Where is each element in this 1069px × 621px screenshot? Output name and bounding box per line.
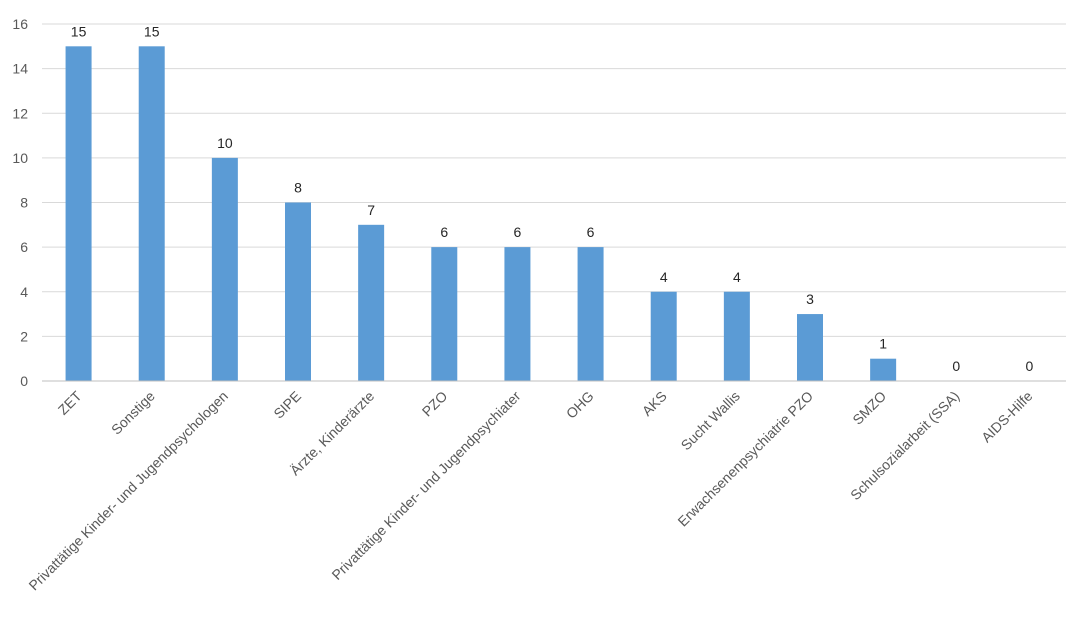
x-category-label: SIPE xyxy=(270,388,304,422)
x-category-label: Sonstige xyxy=(108,388,158,438)
gridlines xyxy=(42,23,1066,337)
x-category-label: Sucht Wallis xyxy=(678,388,743,453)
x-category-label: AKS xyxy=(639,388,670,419)
data-label: 3 xyxy=(806,291,814,307)
data-label: 0 xyxy=(1026,358,1034,374)
y-tick-label: 6 xyxy=(20,239,28,255)
bar xyxy=(138,46,165,381)
y-tick-label: 16 xyxy=(12,16,28,32)
y-tick-label: 2 xyxy=(20,328,28,344)
x-category-label: ZET xyxy=(55,387,85,417)
data-label: 4 xyxy=(733,269,741,285)
bar xyxy=(431,247,458,381)
bar xyxy=(650,291,677,381)
data-label: 7 xyxy=(367,202,375,218)
x-category-label: PZO xyxy=(419,388,451,420)
bar xyxy=(285,202,311,381)
data-label: 6 xyxy=(587,224,595,240)
y-tick-label: 10 xyxy=(12,150,28,166)
y-tick-label: 8 xyxy=(20,195,28,211)
data-label: 4 xyxy=(660,269,668,285)
bar xyxy=(577,247,604,381)
data-label: 1 xyxy=(879,336,887,352)
bar xyxy=(723,291,750,381)
y-axis-ticks: 0 2 4 6 8 10 12 14 16 xyxy=(12,16,28,389)
data-label: 15 xyxy=(144,23,160,39)
y-tick-label: 14 xyxy=(12,61,28,77)
y-tick-label: 4 xyxy=(20,284,28,300)
data-label: 8 xyxy=(294,180,302,196)
bar xyxy=(65,46,92,381)
y-tick-label: 0 xyxy=(20,373,28,389)
x-category-label: Erwachsenenpsychiatrie PZO xyxy=(674,388,816,530)
x-category-label: SMZO xyxy=(849,388,889,428)
data-label: 6 xyxy=(440,224,448,240)
x-category-label: AIDS-Hilfe xyxy=(978,388,1036,446)
bars xyxy=(65,46,897,381)
data-label: 6 xyxy=(514,224,522,240)
bar xyxy=(797,314,823,381)
data-label: 0 xyxy=(952,358,960,374)
bar xyxy=(504,247,531,381)
data-label: 10 xyxy=(217,135,233,151)
bar xyxy=(358,224,385,381)
x-category-label: OHG xyxy=(563,388,597,422)
bar xyxy=(870,358,897,381)
y-tick-label: 12 xyxy=(12,105,28,121)
data-label: 15 xyxy=(71,23,87,39)
bar xyxy=(211,157,238,381)
